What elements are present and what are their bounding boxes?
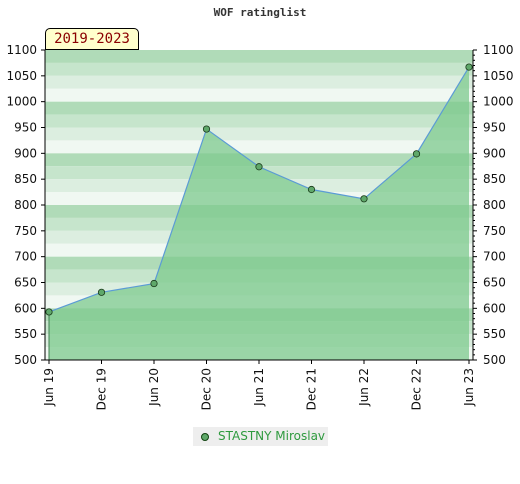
y-tick-label-right: 1100: [483, 43, 514, 57]
data-point: [97, 288, 106, 296]
x-tick-label: Dec 21: [305, 368, 319, 410]
x-tick-label: Jun 23: [462, 368, 476, 407]
background-band: [45, 62, 473, 76]
y-tick-label-right: 550: [483, 327, 506, 341]
y-tick-label-left: 500: [14, 353, 37, 367]
data-point: [45, 308, 53, 316]
y-tick-label-right: 600: [483, 301, 506, 315]
data-point: [150, 279, 158, 288]
y-tick-label-right: 1000: [483, 95, 514, 109]
background-band: [45, 88, 473, 102]
y-tick-label-left: 950: [14, 121, 37, 135]
x-tick-label: Dec 22: [410, 368, 424, 410]
y-tick-label-left: 600: [14, 301, 37, 315]
x-tick-label: Jun 19: [42, 368, 56, 407]
y-tick-label-left: 1000: [6, 95, 37, 109]
legend-marker-icon: [201, 433, 209, 441]
y-tick-label-right: 750: [483, 224, 506, 238]
background-band: [45, 75, 473, 89]
background-band: [45, 153, 473, 167]
y-tick-label-right: 900: [483, 146, 506, 160]
y-tick-label-left: 1050: [6, 69, 37, 83]
x-tick-label: Dec 20: [200, 368, 214, 410]
y-tick-label-left: 750: [14, 224, 37, 238]
data-point: [307, 185, 316, 194]
y-tick-label-left: 550: [14, 327, 37, 341]
background-band: [45, 101, 473, 115]
background-band: [45, 127, 473, 141]
y-tick-label-right: 500: [483, 353, 506, 367]
y-tick-label-right: 700: [483, 250, 506, 264]
data-point: [412, 150, 421, 158]
data-point: [255, 163, 263, 171]
x-tick-label: Dec 19: [95, 368, 109, 410]
data-point: [465, 63, 473, 71]
x-tick-label: Jun 20: [147, 368, 161, 407]
data-point: [202, 125, 211, 133]
x-tick-label: Jun 21: [252, 368, 266, 407]
legend: STASTNY Miroslav: [193, 427, 328, 446]
y-tick-label-left: 700: [14, 250, 37, 264]
y-tick-label-right: 800: [483, 198, 506, 212]
legend-label: STASTNY Miroslav: [218, 429, 326, 443]
y-tick-label-left: 1100: [6, 43, 37, 57]
background-band: [45, 50, 473, 63]
y-tick-label-right: 1050: [483, 69, 514, 83]
x-tick-label: Jun 22: [357, 368, 371, 407]
y-tick-label-left: 900: [14, 146, 37, 160]
background-band: [45, 140, 473, 154]
y-tick-label-right: 650: [483, 276, 506, 290]
y-tick-label-left: 650: [14, 276, 37, 290]
y-tick-label-left: 800: [14, 198, 37, 212]
y-tick-label-right: 950: [483, 121, 506, 135]
y-tick-label-right: 850: [483, 172, 506, 186]
chart-title: WOF ratinglist: [213, 6, 307, 19]
background-band: [45, 114, 473, 128]
period-badge: 2019-2023: [45, 28, 139, 50]
y-tick-label-left: 850: [14, 172, 37, 186]
data-point: [360, 195, 368, 203]
